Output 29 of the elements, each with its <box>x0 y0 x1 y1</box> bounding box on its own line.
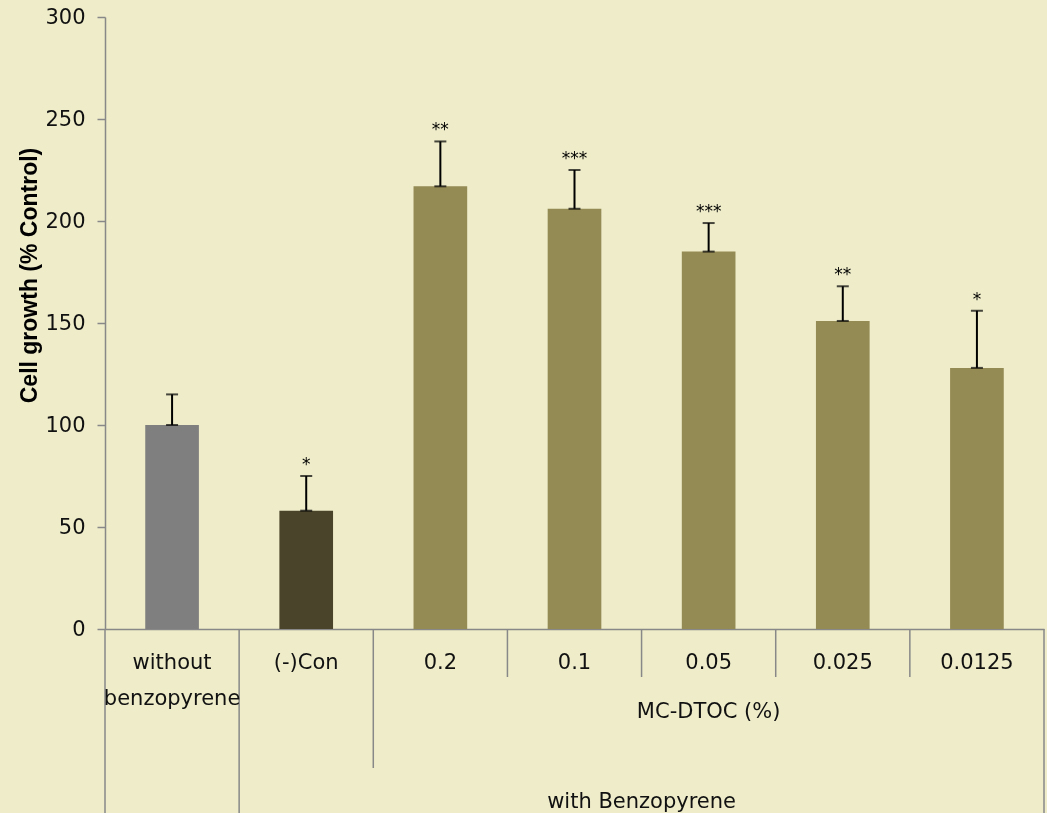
x-tick-label: 0.2 <box>423 650 458 674</box>
annotation: ** <box>834 264 852 285</box>
bar <box>950 367 1004 629</box>
bar <box>279 510 334 629</box>
x-tick-label: 0.0125 <box>940 650 1014 674</box>
annotation: *** <box>695 201 722 222</box>
y-tick-label: 0 <box>72 616 86 641</box>
bar <box>681 251 736 629</box>
annotation: * <box>301 454 311 474</box>
x-tick-label: without benzopyrene <box>103 650 241 710</box>
x-tick-label: 0.1 <box>557 650 592 674</box>
y-tick-label: 200 <box>45 208 86 233</box>
bar <box>815 320 870 629</box>
y-axis-title: Cell growth (% Control) <box>15 147 42 404</box>
annotation: * <box>972 288 982 309</box>
bar <box>547 208 602 629</box>
y-tick-label: 100 <box>45 412 86 437</box>
y-tick-label: 250 <box>45 106 86 131</box>
annotation: *** <box>561 148 588 168</box>
y-tick-label: 50 <box>58 514 86 539</box>
y-tick-label: 150 <box>45 310 86 335</box>
annotation: ** <box>431 119 449 140</box>
x-tick-label: 0.05 <box>685 650 733 674</box>
x-tick-label: (-)Con <box>273 650 339 674</box>
y-tick-label: 300 <box>45 4 86 29</box>
x-tick-label: 0.025 <box>812 650 873 674</box>
x-axis-title: MC-DTOC (%) <box>636 699 781 723</box>
bar <box>413 186 468 629</box>
text: with Benzopyrene <box>547 789 736 813</box>
